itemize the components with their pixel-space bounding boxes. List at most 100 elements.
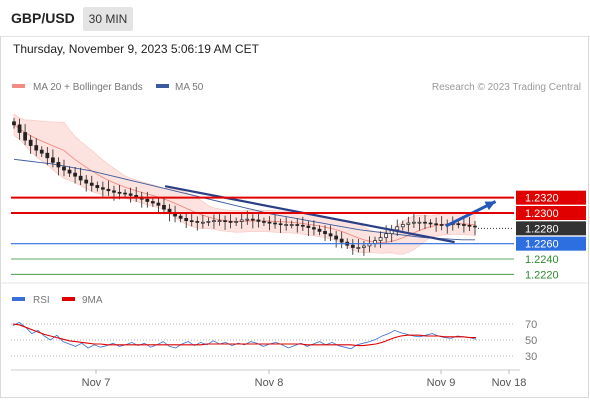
candle-body	[78, 175, 83, 181]
timeframe-button[interactable]: 30 MIN	[83, 7, 133, 31]
rsi-series-9MA	[12, 323, 476, 347]
candle-body	[312, 227, 316, 230]
candle-body	[434, 223, 438, 226]
candle-body	[456, 223, 461, 226]
candle-body	[256, 219, 261, 222]
candle-body	[145, 198, 150, 202]
candle-body	[106, 188, 111, 192]
candle-body	[56, 162, 61, 168]
rsi-tick-50: 50	[525, 335, 537, 347]
candle-body	[217, 220, 222, 223]
candle-body	[306, 225, 311, 228]
candle-body	[473, 225, 477, 228]
legend-swatch-ma50	[156, 84, 169, 88]
candle-body	[178, 215, 183, 219]
candle-body	[23, 132, 27, 141]
candle-body	[12, 121, 16, 126]
candle-body	[89, 182, 94, 186]
candle-body	[67, 169, 72, 174]
candle-body	[339, 238, 344, 243]
trend-line	[164, 185, 455, 244]
candle-body	[350, 244, 355, 248]
candle-body	[384, 233, 389, 238]
candle-body	[112, 190, 116, 193]
candle-body	[73, 172, 77, 177]
level-tag-1.2280	[516, 221, 586, 236]
symbol-label: GBP/USD	[11, 10, 75, 26]
candle-body	[234, 221, 239, 223]
candle-body	[278, 223, 283, 226]
rsi-tick-30: 30	[525, 351, 537, 363]
level-label-1.2320: 1.2320	[525, 193, 559, 205]
candle-body	[51, 157, 55, 163]
legend-label-ma50: MA 50	[175, 82, 204, 93]
main-plot-area	[12, 113, 497, 256]
candle-body	[317, 228, 322, 232]
candle-body	[195, 221, 200, 223]
level-label-1.2280: 1.2280	[525, 223, 559, 235]
level-tag-1.2320	[516, 190, 586, 205]
candle-body	[462, 224, 466, 226]
legend-swatch-ma20	[12, 84, 25, 88]
watermark: Research © 2023 Trading Central	[432, 82, 581, 93]
chart-frame	[0, 36, 589, 398]
level-tag-1.2300	[516, 206, 586, 220]
x-tick-label: Nov 7	[82, 377, 111, 389]
candle-body	[323, 231, 327, 235]
x-axis-ticks: Nov 7 Nov 8 Nov 9 Nov 18	[82, 370, 527, 389]
candle-body	[245, 218, 250, 221]
rsi-series-RSI	[12, 321, 477, 350]
candle-body	[467, 224, 472, 227]
legend-swatch-9ma	[62, 297, 75, 301]
candle-body	[200, 221, 205, 224]
candle-body	[212, 220, 216, 223]
legend-label-rsi: RSI	[33, 295, 50, 306]
candle-body	[162, 204, 166, 210]
candle-body	[117, 191, 122, 194]
candle-body	[284, 224, 289, 226]
level-label-1.2240: 1.2240	[525, 254, 559, 266]
x-tick-label: Nov 9	[427, 377, 456, 389]
candle-body	[289, 224, 294, 226]
candle-body	[400, 224, 405, 228]
candle-body	[334, 235, 339, 240]
candle-body	[378, 237, 383, 241]
candle-body	[62, 166, 66, 171]
legend-label-ma20: MA 20 + Bollinger Bands	[33, 82, 143, 93]
top-bar: GBP/USD 30 MIN	[0, 0, 590, 37]
level-label-1.2300: 1.2300	[525, 208, 559, 220]
forecast-arrow-head	[484, 201, 496, 211]
level-tag-1.2260	[516, 236, 586, 251]
candle-body	[439, 224, 444, 226]
candle-body	[428, 222, 433, 225]
candle-body	[267, 221, 272, 224]
candle-body	[362, 245, 366, 248]
candle-body	[412, 221, 416, 224]
candle-body	[395, 226, 400, 231]
candle-body	[417, 221, 422, 224]
legend-label-9ma: 9MA	[82, 295, 103, 306]
candle-body	[223, 220, 227, 223]
candle-body	[45, 152, 50, 159]
candle-body	[28, 139, 33, 146]
candle-body	[150, 201, 155, 204]
candle-body	[184, 218, 189, 222]
candle-body	[84, 179, 89, 184]
candle-body	[423, 221, 427, 224]
candle-body	[239, 219, 244, 222]
candle-body	[406, 222, 411, 225]
candle-body	[250, 218, 255, 221]
rsi-tick-70: 70	[525, 319, 537, 331]
candle-body	[123, 192, 127, 195]
candle-body	[328, 233, 333, 237]
candle-body	[128, 193, 133, 196]
candle-body	[95, 185, 100, 189]
candle-body	[228, 221, 233, 223]
candle-body	[34, 145, 39, 151]
ma50-line	[13, 158, 475, 241]
candle-body	[262, 221, 266, 223]
x-tick-label: Nov 8	[255, 377, 284, 389]
x-tick-label: Nov 18	[492, 377, 527, 389]
legend-swatch-rsi	[12, 297, 25, 301]
